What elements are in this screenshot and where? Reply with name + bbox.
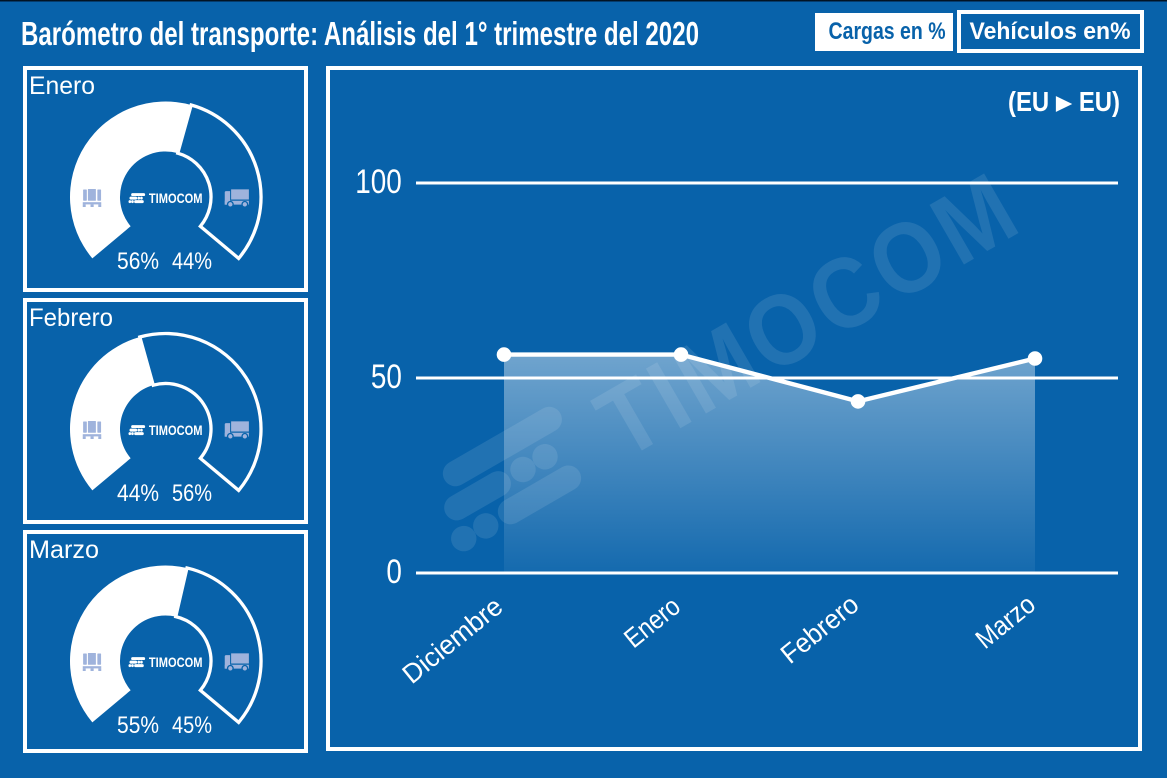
svg-text:TIMOCOM: TIMOCOM <box>149 655 203 670</box>
svg-text:TIMOCOM: TIMOCOM <box>149 191 203 206</box>
svg-text:TIMOCOM: TIMOCOM <box>149 423 203 438</box>
